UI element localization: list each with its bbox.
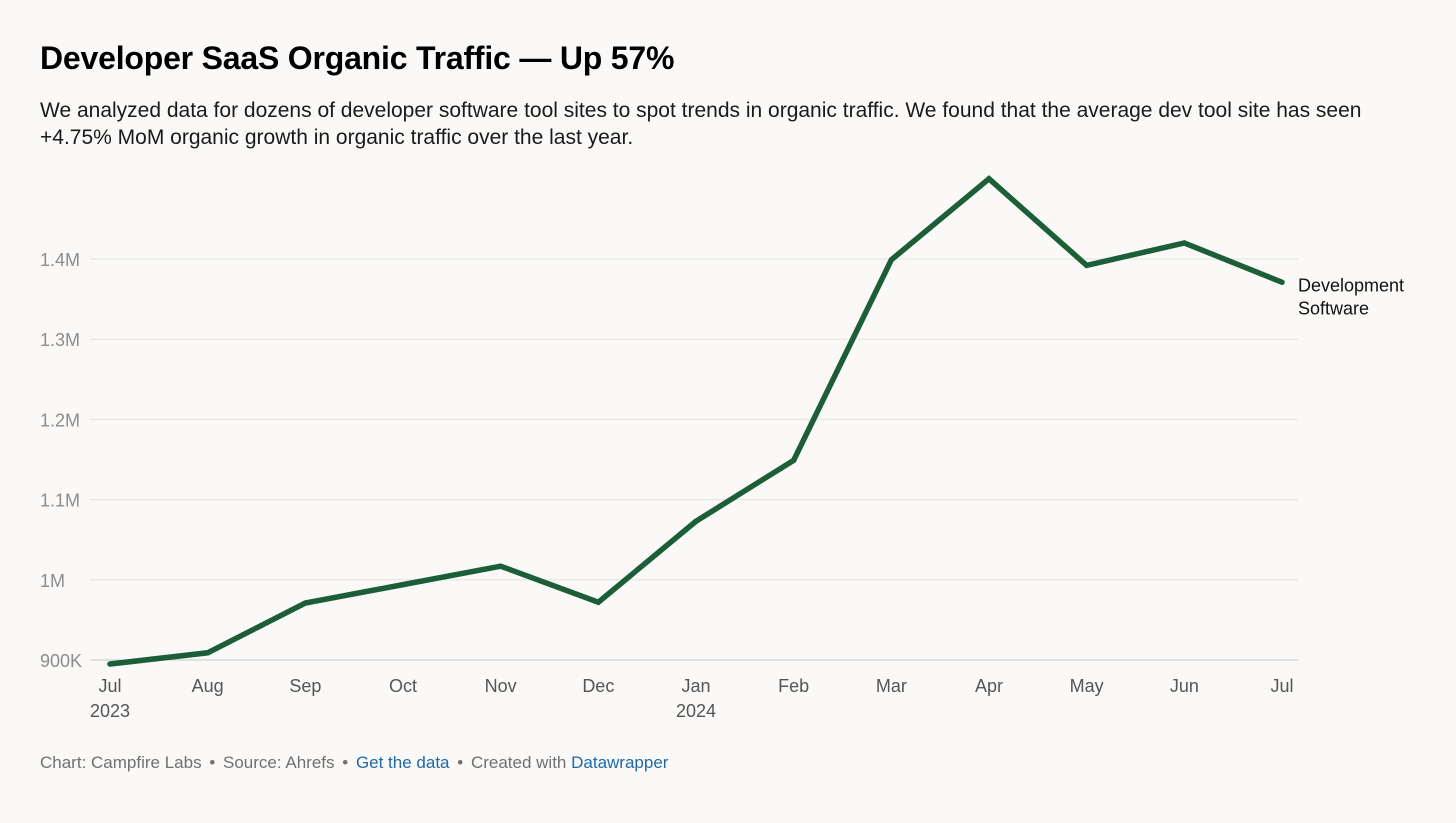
series-label: Software [1298, 298, 1369, 318]
x-tick-label: May [1070, 676, 1104, 696]
x-tick-label: Mar [876, 676, 907, 696]
data-point [1279, 279, 1285, 285]
x-tick-label: Feb [778, 676, 809, 696]
footer-separator: • [342, 753, 349, 772]
series-label: Development [1298, 275, 1404, 295]
y-tick-label: 1.2M [40, 410, 80, 430]
series-line [107, 175, 1285, 667]
chart-footer: Chart: Campfire Labs • Source: Ahrefs • … [40, 753, 668, 773]
chart-subtitle: We analyzed data for dozens of developer… [40, 99, 1362, 149]
y-tick-label: 1.1M [40, 491, 80, 511]
y-tick-label: 1M [40, 571, 65, 591]
y-tick-label: 900K [40, 651, 82, 671]
data-point [791, 457, 797, 463]
get-data-link[interactable]: Get the data [355, 753, 450, 772]
x-tick-label: Jul [98, 676, 121, 696]
x-tick-label: Aug [192, 676, 224, 696]
footer-separator: • [457, 753, 464, 772]
data-point [693, 518, 699, 524]
data-point [986, 176, 992, 182]
y-tick-label: 1.4M [40, 250, 80, 270]
chart-title: Developer SaaS Organic Traffic — Up 57% [40, 40, 675, 76]
data-point [1181, 240, 1187, 246]
x-year-label: 2024 [676, 701, 716, 721]
data-point [302, 600, 308, 606]
x-tick-label: Nov [485, 676, 517, 696]
data-point [107, 661, 113, 667]
created-with-text: Created with [470, 753, 567, 772]
x-tick-label: Dec [582, 676, 614, 696]
footer-separator: • [209, 753, 216, 772]
x-tick-label: Apr [975, 676, 1003, 696]
y-tick-label: 1.3M [40, 330, 80, 350]
x-tick-label: Sep [289, 676, 321, 696]
x-tick-label: Jul [1270, 676, 1293, 696]
data-point [1084, 262, 1090, 269]
x-tick-label: Jun [1170, 676, 1199, 696]
data-point [400, 582, 406, 588]
data-point [205, 650, 211, 656]
data-point [888, 257, 894, 263]
x-tick-label: Jan [681, 676, 710, 696]
datawrapper-link[interactable]: Datawrapper [571, 753, 669, 772]
chart-credit: Chart: Campfire Labs [40, 753, 202, 772]
data-point [498, 563, 504, 569]
x-year-label: 2023 [90, 701, 130, 721]
data-point [595, 599, 601, 605]
source-credit: Source: Ahrefs [223, 753, 335, 772]
x-tick-label: Oct [389, 676, 417, 696]
